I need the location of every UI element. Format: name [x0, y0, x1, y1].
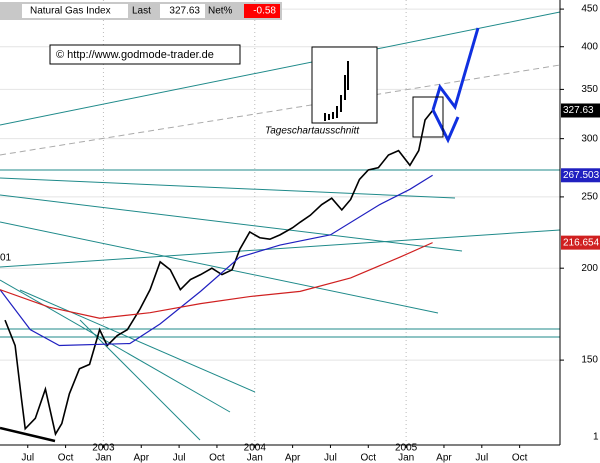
edge-label: 01: [0, 253, 12, 264]
inset-candles: [324, 61, 349, 121]
year-label: 2003: [92, 443, 115, 454]
x-tick-label: Jan: [398, 453, 414, 463]
x-tick-label: Apr: [285, 453, 301, 463]
y-tick-label: 250: [581, 192, 598, 203]
y-tick-label: 150: [581, 355, 598, 366]
x-tick-label: Jul: [324, 453, 337, 463]
y-tick-label: 450: [581, 4, 598, 15]
last-value-box: [561, 103, 600, 118]
x-tick-label: Jul: [173, 453, 186, 463]
y-tick-label: 300: [581, 133, 598, 144]
x-tick-label: Oct: [58, 453, 74, 463]
trend-line: [79, 319, 201, 441]
trend-line: [0, 229, 561, 268]
axes: 150 200 250 300 350 400 450 Jul Oct Jan Apr Jul Oct J…: [21, 4, 600, 463]
last-value: 327.63: [169, 6, 200, 17]
zoom-box: [412, 96, 444, 138]
inset: Tageschartausschnitt: [265, 46, 378, 137]
trend-line: [0, 221, 439, 314]
header-cell: [244, 4, 280, 18]
forecast: [412, 27, 480, 144]
inset-caption: Tageschartausschnitt: [265, 126, 360, 137]
series: [0, 109, 434, 437]
last-value-label: 267.503: [563, 170, 600, 181]
trend-line: [0, 64, 561, 156]
trend-line: [0, 177, 456, 199]
instrument: Natural Gas Index: [30, 6, 111, 17]
trend-lines: [0, 11, 561, 443]
trend-line: [0, 11, 561, 126]
header-cell: [160, 4, 205, 18]
grid: [0, 0, 560, 445]
edge-label: 1: [593, 432, 599, 443]
trend-line: [0, 426, 56, 443]
last-value-box: [561, 168, 600, 183]
forecast-path: [431, 109, 460, 144]
trend-line: [19, 289, 256, 393]
net-label: Net%: [208, 6, 233, 17]
year-label: 2004: [244, 443, 267, 454]
forecast-path: [431, 27, 480, 111]
x-tick-label: Oct: [512, 453, 528, 463]
trend-line: [0, 279, 231, 413]
x-tick-label: Jul: [475, 453, 488, 463]
x-tick-label: Jan: [247, 453, 263, 463]
y-tick-label: 400: [581, 41, 598, 52]
copyright: © http://www.godmode-trader.de: [56, 49, 214, 61]
x-tick-label: Oct: [361, 453, 377, 463]
header: Natural Gas Index Last 327.63 Net% -0.58: [0, 2, 282, 20]
y-tick-label: 200: [581, 263, 598, 274]
x-tick-label: Oct: [209, 453, 225, 463]
series-line: [0, 242, 433, 319]
x-tick-label: Apr: [436, 453, 452, 463]
series-line: [0, 174, 433, 347]
last-value-label: 216.654: [563, 237, 600, 248]
header-cell: [22, 4, 128, 18]
last-value-label: 327.63: [563, 105, 594, 116]
x-tick-label: Jan: [95, 453, 111, 463]
x-tick-label: Jul: [21, 453, 34, 463]
y-tick-label: 350: [581, 84, 598, 95]
last-value-box: [561, 235, 600, 250]
net-value: -0.58: [253, 6, 276, 17]
x-tick-label: Apr: [133, 453, 149, 463]
copyright-box: [49, 44, 241, 65]
series-line: [4, 109, 434, 437]
last-label: Last: [132, 6, 151, 17]
year-label: 2005: [395, 443, 418, 454]
